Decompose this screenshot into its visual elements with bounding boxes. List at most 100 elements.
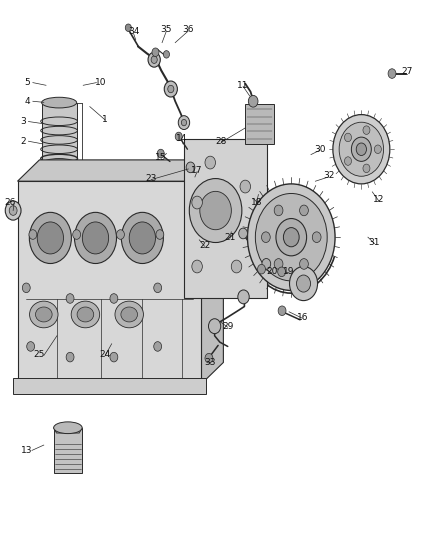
Circle shape [181, 119, 187, 126]
Text: 23: 23 [145, 174, 157, 183]
Text: 20: 20 [266, 268, 277, 276]
Text: 10: 10 [95, 78, 106, 87]
Polygon shape [42, 102, 77, 164]
Ellipse shape [121, 307, 138, 322]
Circle shape [200, 191, 231, 230]
Circle shape [248, 95, 258, 107]
Circle shape [205, 156, 215, 169]
Circle shape [125, 24, 131, 31]
Circle shape [255, 193, 327, 281]
Polygon shape [13, 378, 206, 394]
Polygon shape [18, 160, 223, 181]
Text: 13: 13 [21, 446, 32, 455]
Circle shape [157, 149, 164, 158]
Ellipse shape [115, 301, 143, 328]
Circle shape [333, 115, 390, 184]
Text: 1: 1 [102, 116, 108, 124]
Text: 17: 17 [191, 166, 203, 175]
Circle shape [278, 267, 286, 277]
Circle shape [356, 143, 367, 156]
Text: 18: 18 [251, 198, 262, 207]
Polygon shape [201, 160, 223, 384]
Circle shape [152, 48, 159, 56]
Text: 27: 27 [402, 68, 413, 76]
Text: 36: 36 [183, 25, 194, 34]
Circle shape [238, 290, 249, 304]
Circle shape [205, 353, 213, 363]
Circle shape [186, 162, 195, 173]
Polygon shape [245, 104, 274, 144]
Text: 12: 12 [373, 196, 385, 204]
Circle shape [247, 184, 335, 290]
Polygon shape [184, 139, 267, 298]
Circle shape [192, 260, 202, 273]
Circle shape [154, 342, 162, 351]
Circle shape [66, 294, 74, 303]
Polygon shape [53, 427, 82, 433]
Circle shape [164, 81, 177, 97]
Circle shape [29, 230, 37, 239]
Text: 22: 22 [199, 241, 210, 249]
Text: 3: 3 [20, 117, 26, 126]
Circle shape [262, 259, 271, 269]
Circle shape [27, 342, 35, 351]
Circle shape [37, 222, 64, 254]
Circle shape [82, 222, 109, 254]
Circle shape [261, 232, 270, 243]
Circle shape [363, 126, 370, 134]
Text: 16: 16 [297, 313, 308, 321]
Circle shape [154, 283, 162, 293]
Circle shape [274, 259, 283, 269]
Circle shape [351, 137, 371, 161]
Text: 25: 25 [34, 350, 45, 359]
Circle shape [151, 56, 157, 63]
Text: 28: 28 [215, 137, 227, 146]
Circle shape [300, 259, 308, 269]
Ellipse shape [42, 159, 77, 169]
Text: 32: 32 [323, 172, 334, 180]
Circle shape [66, 352, 74, 362]
Circle shape [312, 232, 321, 243]
Polygon shape [53, 427, 82, 473]
Polygon shape [18, 181, 201, 384]
Text: 35: 35 [161, 25, 172, 34]
Circle shape [175, 132, 182, 141]
Circle shape [274, 205, 283, 216]
Circle shape [231, 260, 242, 273]
Circle shape [290, 266, 318, 301]
Circle shape [345, 133, 352, 142]
Circle shape [276, 219, 307, 256]
Circle shape [156, 230, 164, 239]
Circle shape [374, 145, 381, 154]
Ellipse shape [30, 301, 58, 328]
Circle shape [110, 294, 118, 303]
Ellipse shape [71, 301, 99, 328]
Circle shape [148, 52, 160, 67]
Text: 4: 4 [25, 97, 30, 106]
Text: 33: 33 [205, 358, 216, 367]
Text: 34: 34 [128, 28, 139, 36]
Circle shape [9, 206, 17, 215]
Ellipse shape [35, 307, 52, 322]
Circle shape [168, 85, 174, 93]
Circle shape [388, 69, 396, 78]
Text: 26: 26 [4, 198, 15, 207]
Circle shape [74, 212, 117, 263]
Circle shape [258, 264, 265, 274]
Text: 19: 19 [283, 268, 295, 276]
Text: 5: 5 [25, 78, 31, 87]
Circle shape [73, 230, 81, 239]
Circle shape [110, 352, 118, 362]
Circle shape [192, 196, 202, 209]
Circle shape [278, 306, 286, 316]
Text: 21: 21 [224, 233, 236, 241]
Ellipse shape [77, 307, 94, 322]
Circle shape [117, 230, 124, 239]
Circle shape [5, 201, 21, 220]
Text: 29: 29 [222, 322, 233, 330]
Circle shape [121, 212, 163, 263]
Circle shape [189, 179, 242, 243]
Text: 11: 11 [237, 81, 249, 90]
Text: 2: 2 [21, 137, 26, 146]
Circle shape [129, 222, 155, 254]
